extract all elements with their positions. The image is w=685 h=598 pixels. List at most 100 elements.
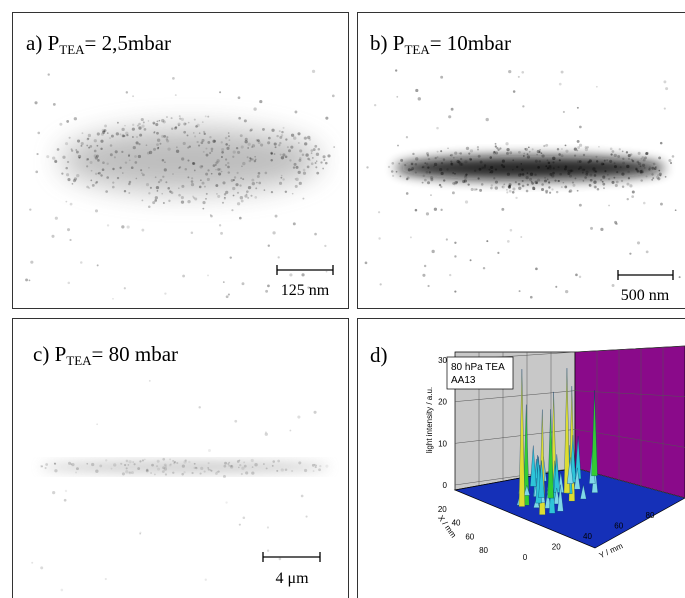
noise-dot	[660, 202, 663, 206]
noise-dot	[603, 159, 606, 162]
noise-dot	[534, 180, 538, 184]
noise-dot	[534, 159, 538, 163]
noise-dot	[121, 225, 125, 229]
intensity-spike	[544, 489, 552, 509]
noise-dot	[93, 149, 97, 153]
noise-dot	[243, 464, 247, 468]
noise-dot	[310, 162, 314, 166]
noise-dot	[127, 463, 130, 466]
noise-dot	[364, 261, 368, 265]
noise-dot	[593, 180, 597, 184]
noise-dot	[128, 182, 131, 186]
noise-dot	[237, 466, 240, 469]
noise-dot	[314, 161, 317, 164]
noise-dot	[410, 162, 414, 166]
noise-dot	[449, 154, 452, 157]
noise-dot	[250, 128, 253, 132]
noise-dot	[256, 181, 258, 184]
noise-dot	[90, 169, 93, 172]
noise-dot	[627, 177, 631, 180]
noise-dot	[468, 152, 471, 155]
scale-bar	[276, 265, 334, 275]
noise-dot	[578, 275, 582, 279]
noise-dot	[254, 195, 258, 199]
noise-dot	[458, 162, 463, 166]
noise-dot	[245, 193, 248, 196]
noise-dot	[653, 167, 657, 171]
noise-dot	[39, 464, 43, 468]
noise-dot	[247, 142, 251, 146]
noise-dot	[218, 168, 222, 171]
noise-dot	[494, 180, 499, 184]
noise-dot	[434, 156, 437, 160]
noise-dot	[630, 153, 633, 156]
noise-dot	[490, 170, 494, 174]
noise-dot	[91, 183, 95, 187]
intensity-spike	[523, 484, 531, 496]
noise-dot	[201, 138, 205, 142]
noise-dot	[540, 152, 543, 155]
noise-dot	[532, 186, 535, 189]
noise-dot	[535, 267, 538, 271]
noise-dot	[207, 462, 210, 465]
noise-dot	[319, 465, 322, 468]
noise-dot	[463, 179, 467, 183]
noise-dot	[236, 191, 240, 194]
noise-dot	[479, 188, 483, 192]
noise-dot	[277, 256, 280, 259]
noise-dot	[315, 166, 318, 169]
noise-dot	[301, 273, 305, 277]
noise-dot	[490, 186, 493, 190]
noise-dot	[230, 464, 233, 468]
noise-dot	[665, 87, 669, 91]
noise-dot	[529, 172, 534, 176]
noise-dot	[35, 170, 39, 174]
noise-dot	[652, 162, 656, 166]
noise-dot	[412, 152, 415, 156]
noise-dot	[627, 154, 631, 158]
noise-dot	[483, 165, 486, 169]
noise-dot	[149, 186, 152, 189]
noise-dot	[88, 146, 91, 149]
noise-dot	[210, 172, 213, 175]
noise-dot	[233, 176, 237, 179]
noise-dot	[65, 173, 70, 177]
noise-dot	[168, 463, 172, 467]
noise-dot	[236, 460, 240, 463]
noise-dot	[284, 468, 288, 472]
noise-dot	[454, 255, 457, 258]
y-tick-label: 0	[523, 553, 528, 562]
noise-dot	[254, 463, 258, 467]
noise-dot	[170, 117, 173, 120]
noise-dot	[428, 171, 431, 174]
noise-dot	[106, 176, 109, 179]
noise-dot	[124, 161, 128, 164]
noise-dot	[576, 106, 579, 109]
noise-dot	[148, 150, 153, 155]
noise-dot	[97, 159, 100, 162]
noise-dot	[290, 145, 294, 149]
noise-dot	[282, 153, 286, 157]
noise-dot	[584, 146, 588, 149]
noise-dot	[255, 187, 258, 190]
noise-dot	[175, 149, 180, 153]
noise-dot	[671, 155, 675, 158]
noise-dot	[517, 75, 520, 78]
noise-dot	[521, 71, 525, 74]
noise-dot	[140, 117, 144, 122]
noise-dot	[161, 134, 165, 138]
noise-dot	[251, 158, 255, 161]
noise-dot	[179, 117, 182, 120]
noise-dot	[477, 154, 481, 158]
noise-dot	[589, 178, 593, 182]
noise-dot	[228, 144, 231, 147]
noise-dot	[555, 190, 559, 194]
noise-dot	[478, 167, 482, 171]
noise-dot	[520, 236, 523, 239]
noise-dot	[327, 154, 331, 158]
noise-dot	[229, 465, 234, 469]
noise-dot	[625, 151, 629, 154]
noise-dot	[440, 161, 444, 165]
noise-dot	[227, 171, 231, 174]
noise-dot	[245, 471, 249, 475]
